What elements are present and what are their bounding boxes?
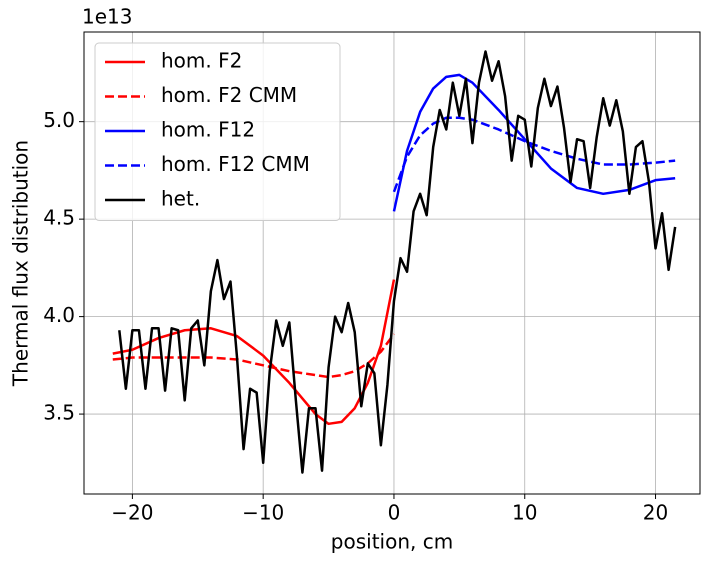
data-line [392,116,676,193]
legend-label: hom. F12 CMM [161,152,310,176]
y-tick-label: 5.0 [43,108,75,132]
data-line [112,279,396,426]
legend-box [94,42,341,221]
y-offset-label: 1e13 [82,5,132,29]
data-line [118,50,677,474]
y-tick-label: 3.5 [43,401,75,425]
x-tick-label: 0 [388,501,401,525]
y-tick-label: 4.5 [43,206,75,230]
legend-label: hom. F2 CMM [161,83,297,107]
y-tick-label: 4.0 [43,303,75,327]
y-axis-label: Thermal flux distribution [9,140,33,387]
legend-label: hom. F2 [161,49,242,73]
legend-label: het. [161,187,200,211]
data-line [112,333,395,379]
x-tick-label: −10 [242,501,284,525]
x-tick-label: −20 [111,501,153,525]
plot-frame [83,31,701,495]
x-tick-label: 20 [643,501,668,525]
data-line [392,73,676,212]
x-axis-label: position, cm [331,530,453,554]
legend-label: hom. F12 [161,118,255,142]
x-tick-label: 10 [512,501,537,525]
